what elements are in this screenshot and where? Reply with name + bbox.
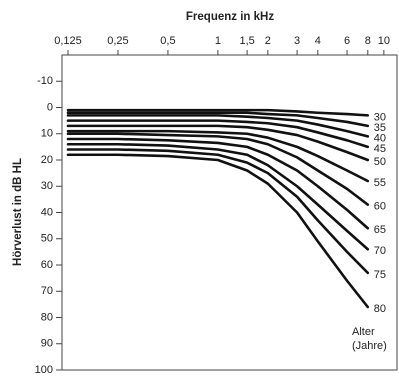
x-tick-label: 0,5 — [160, 35, 175, 47]
age-curve — [66, 148, 370, 275]
age-curve — [66, 108, 370, 117]
age-curve — [66, 142, 370, 251]
legend-label: 65 — [374, 224, 386, 236]
x-tick-label: 4 — [315, 35, 321, 47]
y-tick-label: 0 — [47, 101, 53, 113]
legend-label: 45 — [374, 143, 386, 155]
legend-label: 75 — [374, 269, 386, 281]
x-tick-label: 2 — [265, 35, 271, 47]
age-curve — [66, 124, 370, 162]
x-tick-label: 3 — [294, 35, 300, 47]
x-tick-label: 1,5 — [239, 35, 254, 47]
y-tick-label: 40 — [41, 206, 53, 218]
age-curve — [66, 114, 370, 138]
x-tick-label: 0,125 — [54, 35, 82, 47]
legend-label: 60 — [374, 201, 386, 213]
age-curve — [66, 129, 370, 183]
x-tick-label: 0,25 — [107, 35, 128, 47]
y-tick-label: 80 — [41, 311, 53, 323]
y-tick-label: 100 — [35, 364, 53, 376]
x-tick-label: 1 — [215, 35, 221, 47]
age-curve — [66, 119, 370, 149]
y-tick-label: 70 — [41, 285, 53, 297]
y-tick-label: -10 — [37, 75, 53, 87]
y-axis-label: Hörverlust in dB HL — [12, 158, 24, 266]
y-tick-label: 50 — [41, 233, 53, 245]
y-tick-label: 20 — [41, 154, 53, 166]
legend-label: 30 — [374, 111, 386, 123]
legend-label: 70 — [374, 245, 386, 257]
age-curve — [66, 153, 370, 309]
annotation: Alter — [352, 326, 375, 338]
legend-label: 40 — [374, 132, 386, 144]
legend-label: 35 — [374, 122, 386, 134]
age-curve — [66, 111, 370, 128]
y-tick-label: 60 — [41, 259, 53, 271]
x-tick-label: 8 — [365, 35, 371, 47]
age-curve — [66, 137, 370, 230]
x-tick-label: 10 — [378, 35, 390, 47]
x-tick-label: 6 — [344, 35, 350, 47]
annotation: (Jahre) — [352, 340, 387, 352]
legend-label: 55 — [374, 177, 386, 189]
legend-label: 80 — [374, 303, 386, 315]
y-tick-label: 10 — [41, 128, 53, 140]
chart-title: Frequenz in kHz — [186, 11, 274, 23]
age-curve — [66, 132, 370, 206]
plot-frame — [61, 54, 398, 371]
y-tick-label: 30 — [41, 180, 53, 192]
y-tick-label: 90 — [41, 338, 53, 350]
legend-label: 50 — [374, 156, 386, 168]
